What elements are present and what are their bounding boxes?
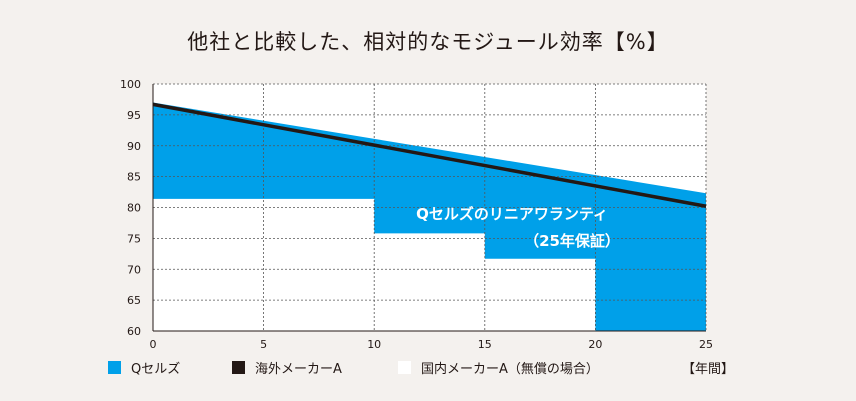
- annotation-warranty-years: （25年保証）: [524, 232, 620, 250]
- x-tick-label: 15: [478, 338, 492, 351]
- legend-swatch-overseas: [232, 361, 245, 374]
- legend-label-qcells: Qセルズ: [131, 362, 181, 377]
- y-tick-label: 75: [127, 232, 141, 245]
- x-tick-label: 5: [260, 338, 267, 351]
- overseas-line: [152, 102, 707, 208]
- y-tick-label: 65: [127, 294, 141, 307]
- legend-label-domestic: 国内メーカーA（無償の場合）: [421, 362, 599, 377]
- x-tick-label: 0: [150, 338, 157, 351]
- legend: Qセルズ 海外メーカーA 国内メーカーA（無償の場合） 【年間】: [0, 358, 856, 378]
- y-tick-label: 80: [127, 202, 141, 215]
- y-tick-label: 90: [127, 140, 141, 153]
- chart-title: 他社と比較した、相対的なモジュール効率【%】: [187, 30, 669, 54]
- legend-label-overseas: 海外メーカーA: [255, 362, 342, 377]
- legend-swatch-qcells: [108, 361, 121, 374]
- x-tick-label: 20: [588, 338, 602, 351]
- legend-item-qcells: Qセルズ: [108, 358, 180, 377]
- legend-swatch-domestic: [398, 361, 411, 374]
- y-tick-label: 70: [127, 263, 141, 276]
- y-tick-label: 60: [127, 325, 141, 338]
- x-tick-label: 10: [367, 338, 381, 351]
- y-tick-label: 95: [127, 109, 141, 122]
- legend-item-domestic: 国内メーカーA（無償の場合）: [398, 358, 599, 377]
- legend-item-overseas: 海外メーカーA: [232, 358, 342, 377]
- x-unit-label: 【年間】: [682, 362, 735, 377]
- y-tick-label: 85: [127, 171, 141, 184]
- annotation-warranty: Qセルズのリニアワランティ: [416, 205, 608, 223]
- x-tick-label: 25: [699, 338, 713, 351]
- y-tick-label: 100: [120, 78, 141, 91]
